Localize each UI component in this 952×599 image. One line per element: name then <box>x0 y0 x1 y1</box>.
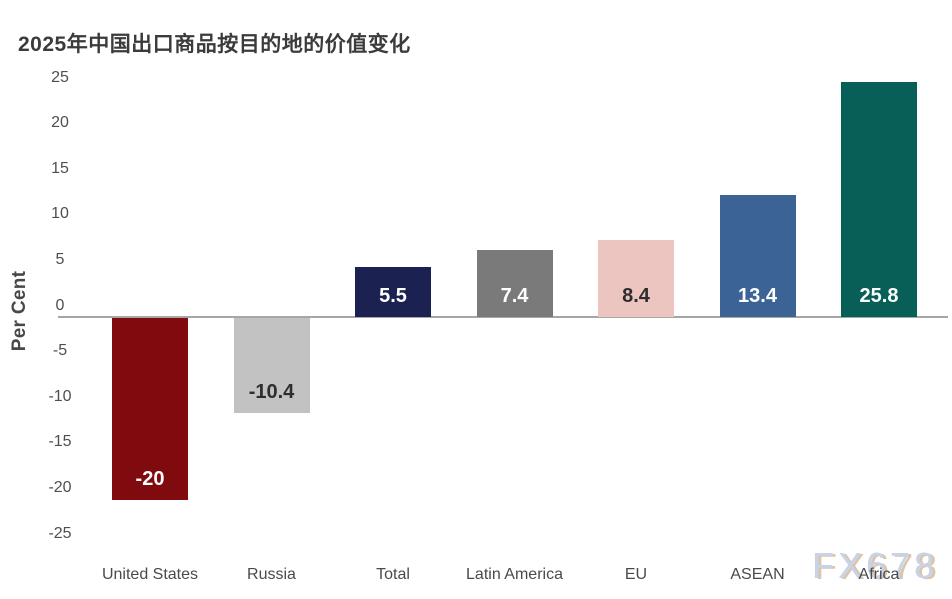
x-tick-label-asean: ASEAN <box>730 566 785 583</box>
bar-value-label: -10.4 <box>248 380 295 403</box>
x-tick-label-africa: Africa <box>858 566 900 583</box>
bar-value-label: 7.4 <box>500 284 529 307</box>
y-tick-label: -20 <box>48 478 72 496</box>
bar-value-label: 8.4 <box>622 284 650 307</box>
y-tick-label: 0 <box>55 296 65 314</box>
bar-eu: 8.4 <box>598 240 674 317</box>
bar-latin-america: 7.4 <box>476 249 553 317</box>
y-tick-label: 10 <box>51 205 69 223</box>
bar-value-label: 13.4 <box>738 284 777 307</box>
y-tick-label: 5 <box>55 250 65 268</box>
x-tick-label-total: Total <box>376 566 410 583</box>
y-tick-label: -25 <box>48 524 72 542</box>
x-tick-label-united-states: United States <box>101 566 199 583</box>
y-tick-label: 15 <box>51 159 69 177</box>
chart-title: 2025年中国出口商品按目的地的价值变化 <box>18 33 411 56</box>
bar-russia: -10.4 <box>233 318 310 413</box>
y-tick-label: -10 <box>48 387 72 405</box>
y-tick-label: -5 <box>52 342 68 360</box>
y-tick-label: 25 <box>51 68 69 86</box>
fx678-watermark: FX678 <box>812 545 939 586</box>
y-tick-label: -15 <box>48 433 72 451</box>
y-axis-title: Per Cent <box>9 270 30 352</box>
x-tick-label-eu: EU <box>624 566 648 583</box>
x-tick-label-latin-america: Latin America <box>466 566 563 583</box>
y-tick-label: 20 <box>51 114 69 132</box>
zero-baseline <box>58 316 948 318</box>
bar-value-label: 5.5 <box>379 284 407 307</box>
bar-value-label: 25.8 <box>859 284 899 307</box>
bar-asean: 13.4 <box>719 194 796 317</box>
bar-value-label: -20 <box>135 468 165 491</box>
bar-total: 5.5 <box>355 266 431 317</box>
bar-united-states: -20 <box>112 318 188 501</box>
x-tick-label-russia: Russia <box>247 566 296 583</box>
bar-africa: 25.8 <box>841 81 917 317</box>
